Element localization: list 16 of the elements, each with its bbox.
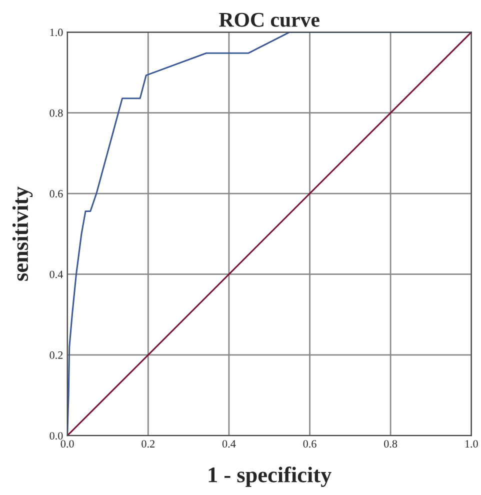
- x-tick-label: 0.4: [222, 440, 236, 448]
- line-series: [67, 32, 472, 436]
- x-tick-label: 1.0: [465, 440, 478, 448]
- y-tick-label: 0.4: [50, 270, 63, 278]
- y-axis-title: sensitivity: [12, 186, 33, 281]
- y-tick-label: 1.0: [50, 28, 63, 36]
- y-tick-label: 0.6: [50, 190, 63, 198]
- chart-title: ROC curve: [219, 12, 320, 27]
- x-tick-label: 0.8: [384, 440, 398, 448]
- x-axis-title: 1 - specificity: [208, 466, 332, 487]
- x-tick-label: 0.6: [303, 440, 316, 448]
- x-tick-label: 0.2: [142, 440, 154, 448]
- y-tick-label: 0.0: [50, 432, 63, 440]
- x-tick-label: 0.0: [60, 440, 74, 448]
- y-tick-label: 0.8: [50, 109, 63, 117]
- y-tick-label: 0.2: [50, 351, 63, 359]
